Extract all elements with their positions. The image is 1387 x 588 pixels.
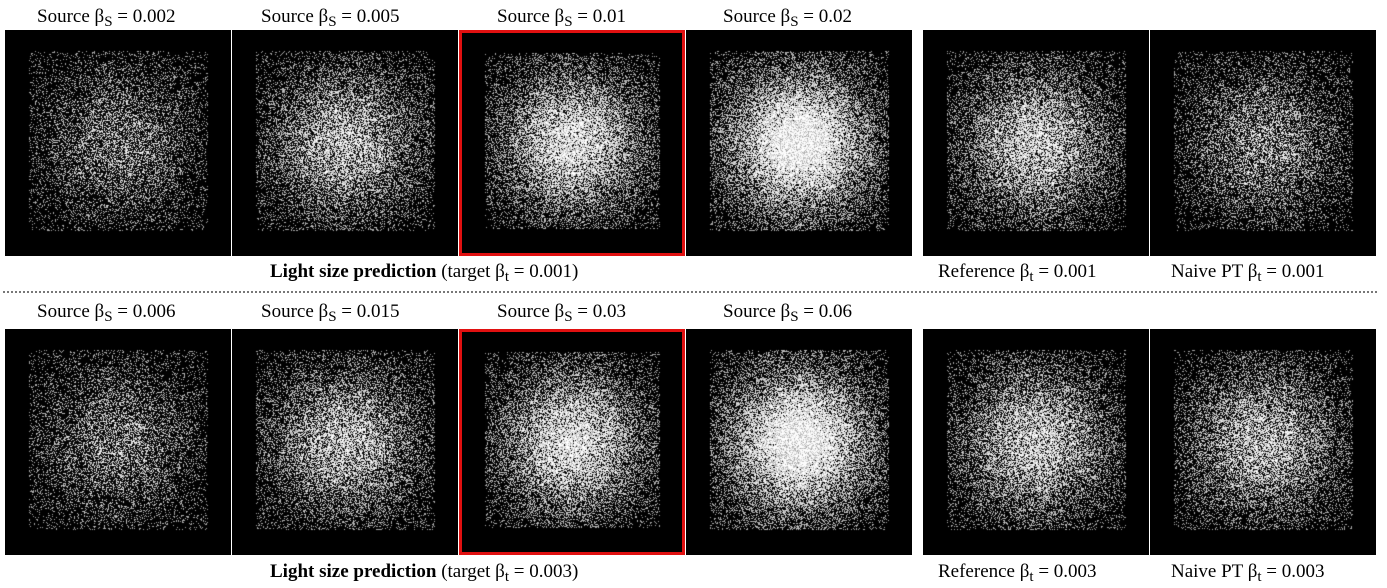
row-separator: [3, 291, 1377, 293]
row2-reference-label: Reference βt = 0.003: [938, 561, 1097, 585]
noise-render: [462, 33, 682, 253]
row2-source3-image-highlighted: [459, 329, 685, 555]
row2-naive-image: [1150, 329, 1376, 555]
noise-render: [1150, 30, 1376, 256]
noise-render: [462, 332, 682, 552]
row1-naive-image: [1150, 30, 1376, 256]
row1-reference-image: [923, 30, 1149, 256]
row1-source2-label: Source βS = 0.005: [261, 6, 400, 30]
row2-source4-label: Source βS = 0.06: [723, 301, 852, 325]
row1-source3-label: Source βS = 0.01: [497, 6, 626, 30]
noise-render: [686, 329, 912, 555]
row1-source2-image: [232, 30, 458, 256]
noise-render: [5, 329, 231, 555]
row2-naive-label: Naive PT βt = 0.003: [1171, 561, 1325, 585]
noise-render: [923, 329, 1149, 555]
noise-render: [5, 30, 231, 256]
row1-source1-image: [5, 30, 231, 256]
row2-source2-label: Source βS = 0.015: [261, 301, 400, 325]
row1-reference-label: Reference βt = 0.001: [938, 261, 1097, 285]
noise-render: [232, 329, 458, 555]
noise-render: [923, 30, 1149, 256]
row1-source3-image-highlighted: [459, 30, 685, 256]
row1-source1-label: Source βS = 0.002: [37, 6, 176, 30]
row2-source2-image: [232, 329, 458, 555]
noise-render: [232, 30, 458, 256]
row2-caption: Light size prediction (target βt = 0.003…: [270, 561, 579, 585]
noise-render: [686, 30, 912, 256]
row2-source3-label: Source βS = 0.03: [497, 301, 626, 325]
row2-reference-image: [923, 329, 1149, 555]
noise-render: [1150, 329, 1376, 555]
row1-source4-image: [686, 30, 912, 256]
row1-source4-label: Source βS = 0.02: [723, 6, 852, 30]
row1-naive-label: Naive PT βt = 0.001: [1171, 261, 1325, 285]
row2-source1-label: Source βS = 0.006: [37, 301, 176, 325]
row1-caption: Light size prediction (target βt = 0.001…: [270, 261, 579, 285]
row2-source1-image: [5, 329, 231, 555]
row2-source4-image: [686, 329, 912, 555]
